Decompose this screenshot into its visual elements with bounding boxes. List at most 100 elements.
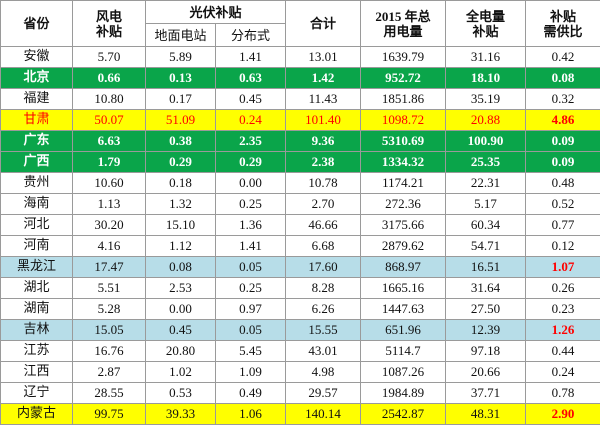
value-cell: 1665.16 <box>360 277 447 299</box>
value-cell: 2542.87 <box>360 403 447 425</box>
value-cell: 15.55 <box>285 319 362 341</box>
value-cell: 101.40 <box>285 109 362 131</box>
subsidy-table: 省份 风电 补贴 光伏补贴 合计 2015 年总 用电量 全电量 补贴 补贴 需供比 地… <box>0 0 600 425</box>
value-cell: 2.35 <box>214 130 287 152</box>
value-cell: 100.90 <box>445 130 527 152</box>
table-row: 湖南 5.28 0.00 0.97 6.26 1447.63 27.50 0.23 <box>0 298 600 320</box>
header-line: 需供比 <box>543 23 583 39</box>
value-cell: 20.66 <box>445 361 527 383</box>
value-cell: 1.02 <box>145 361 216 383</box>
value-cell: 1.06 <box>214 403 287 425</box>
table-row: 吉林 15.05 0.45 0.05 15.55 651.96 12.39 1.26 <box>0 319 600 341</box>
value-cell: 0.08 <box>525 67 600 89</box>
value-cell: 1087.26 <box>360 361 447 383</box>
header-line: 补贴 <box>550 8 577 24</box>
value-cell: 1.26 <box>525 319 600 341</box>
table-row: 甘肃 50.07 51.09 0.24 101.40 1098.72 20.88 4.86 <box>0 109 600 131</box>
value-cell: 15.10 <box>145 214 216 236</box>
value-cell: 54.71 <box>445 235 527 257</box>
value-cell: 0.08 <box>145 256 216 278</box>
province-cell: 江西 <box>0 361 73 383</box>
header-line: 补贴 <box>95 23 122 39</box>
table-header: 省份 风电 补贴 光伏补贴 合计 2015 年总 用电量 全电量 补贴 补贴 需供比 地… <box>0 0 600 47</box>
value-cell: 29.57 <box>285 382 362 404</box>
header-cell: 合计 <box>285 0 362 47</box>
value-cell: 5.51 <box>72 277 146 299</box>
table-row: 湖北 5.51 2.53 0.25 8.28 1665.16 31.64 0.26 <box>0 277 600 299</box>
value-cell: 5.89 <box>145 46 216 68</box>
value-cell: 60.34 <box>445 214 527 236</box>
header-cell: 光伏补贴 <box>144 0 287 24</box>
value-cell: 43.01 <box>285 340 362 362</box>
value-cell: 2.53 <box>145 277 216 299</box>
value-cell: 35.19 <box>445 88 527 110</box>
value-cell: 16.76 <box>72 340 146 362</box>
value-cell: 5310.69 <box>360 130 447 152</box>
value-cell: 10.60 <box>72 172 146 194</box>
province-cell: 海南 <box>0 193 73 215</box>
value-cell: 1.13 <box>72 193 146 215</box>
value-cell: 0.13 <box>145 67 216 89</box>
value-cell: 5.45 <box>214 340 287 362</box>
value-cell: 0.09 <box>525 151 600 173</box>
table-row: 辽宁 28.55 0.53 0.49 29.57 1984.89 37.71 0.78 <box>0 382 600 404</box>
value-cell: 15.05 <box>72 319 146 341</box>
value-cell: 140.14 <box>285 403 362 425</box>
value-cell: 0.78 <box>525 382 600 404</box>
value-cell: 97.18 <box>445 340 527 362</box>
header-cell: 分布式 <box>214 23 287 47</box>
value-cell: 0.29 <box>214 151 287 173</box>
value-cell: 0.09 <box>525 130 600 152</box>
value-cell: 31.16 <box>445 46 527 68</box>
header-line: 用电量 <box>383 23 423 39</box>
table-row: 广西 1.79 0.29 0.29 2.38 1334.32 25.35 0.09 <box>0 151 600 173</box>
value-cell: 1.09 <box>214 361 287 383</box>
value-cell: 6.26 <box>285 298 362 320</box>
value-cell: 6.68 <box>285 235 362 257</box>
value-cell: 5.70 <box>72 46 146 68</box>
table-row: 河南 4.16 1.12 1.41 6.68 2879.62 54.71 0.12 <box>0 235 600 257</box>
value-cell: 1447.63 <box>360 298 447 320</box>
value-cell: 3175.66 <box>360 214 447 236</box>
value-cell: 5114.7 <box>360 340 447 362</box>
province-cell: 甘肃 <box>0 109 73 131</box>
value-cell: 0.66 <box>72 67 146 89</box>
table-row: 黑龙江 17.47 0.08 0.05 17.60 868.97 16.51 1.07 <box>0 256 600 278</box>
value-cell: 51.09 <box>145 109 216 131</box>
value-cell: 2879.62 <box>360 235 447 257</box>
province-cell: 河南 <box>0 235 73 257</box>
value-cell: 20.88 <box>445 109 527 131</box>
province-cell: 贵州 <box>0 172 73 194</box>
table-row: 广东 6.63 0.38 2.35 9.36 5310.69 100.90 0.09 <box>0 130 600 152</box>
value-cell: 0.17 <box>145 88 216 110</box>
value-cell: 17.60 <box>285 256 362 278</box>
value-cell: 1334.32 <box>360 151 447 173</box>
header-line: 全电量 <box>466 8 506 24</box>
header-line: 补贴 <box>472 23 499 39</box>
header-cell: 2015 年总 用电量 <box>360 0 447 47</box>
value-cell: 39.33 <box>145 403 216 425</box>
value-cell: 20.80 <box>145 340 216 362</box>
value-cell: 0.05 <box>214 256 287 278</box>
value-cell: 0.38 <box>145 130 216 152</box>
value-cell: 0.49 <box>214 382 287 404</box>
value-cell: 2.87 <box>72 361 146 383</box>
province-cell: 内蒙古 <box>0 403 73 425</box>
value-cell: 1174.21 <box>360 172 447 194</box>
table-row: 海南 1.13 1.32 0.25 2.70 272.36 5.17 0.52 <box>0 193 600 215</box>
value-cell: 0.00 <box>214 172 287 194</box>
table-row: 河北 30.20 15.10 1.36 46.66 3175.66 60.34 0.77 <box>0 214 600 236</box>
value-cell: 1.36 <box>214 214 287 236</box>
value-cell: 0.24 <box>214 109 287 131</box>
header-cell: 省份 <box>0 0 73 47</box>
province-cell: 湖南 <box>0 298 73 320</box>
table-row: 内蒙古 99.75 39.33 1.06 140.14 2542.87 48.31 2.90 <box>0 403 600 425</box>
value-cell: 48.31 <box>445 403 527 425</box>
table-row: 江西 2.87 1.02 1.09 4.98 1087.26 20.66 0.24 <box>0 361 600 383</box>
value-cell: 0.77 <box>525 214 600 236</box>
province-cell: 福建 <box>0 88 73 110</box>
value-cell: 0.24 <box>525 361 600 383</box>
province-cell: 广东 <box>0 130 73 152</box>
value-cell: 0.45 <box>145 319 216 341</box>
